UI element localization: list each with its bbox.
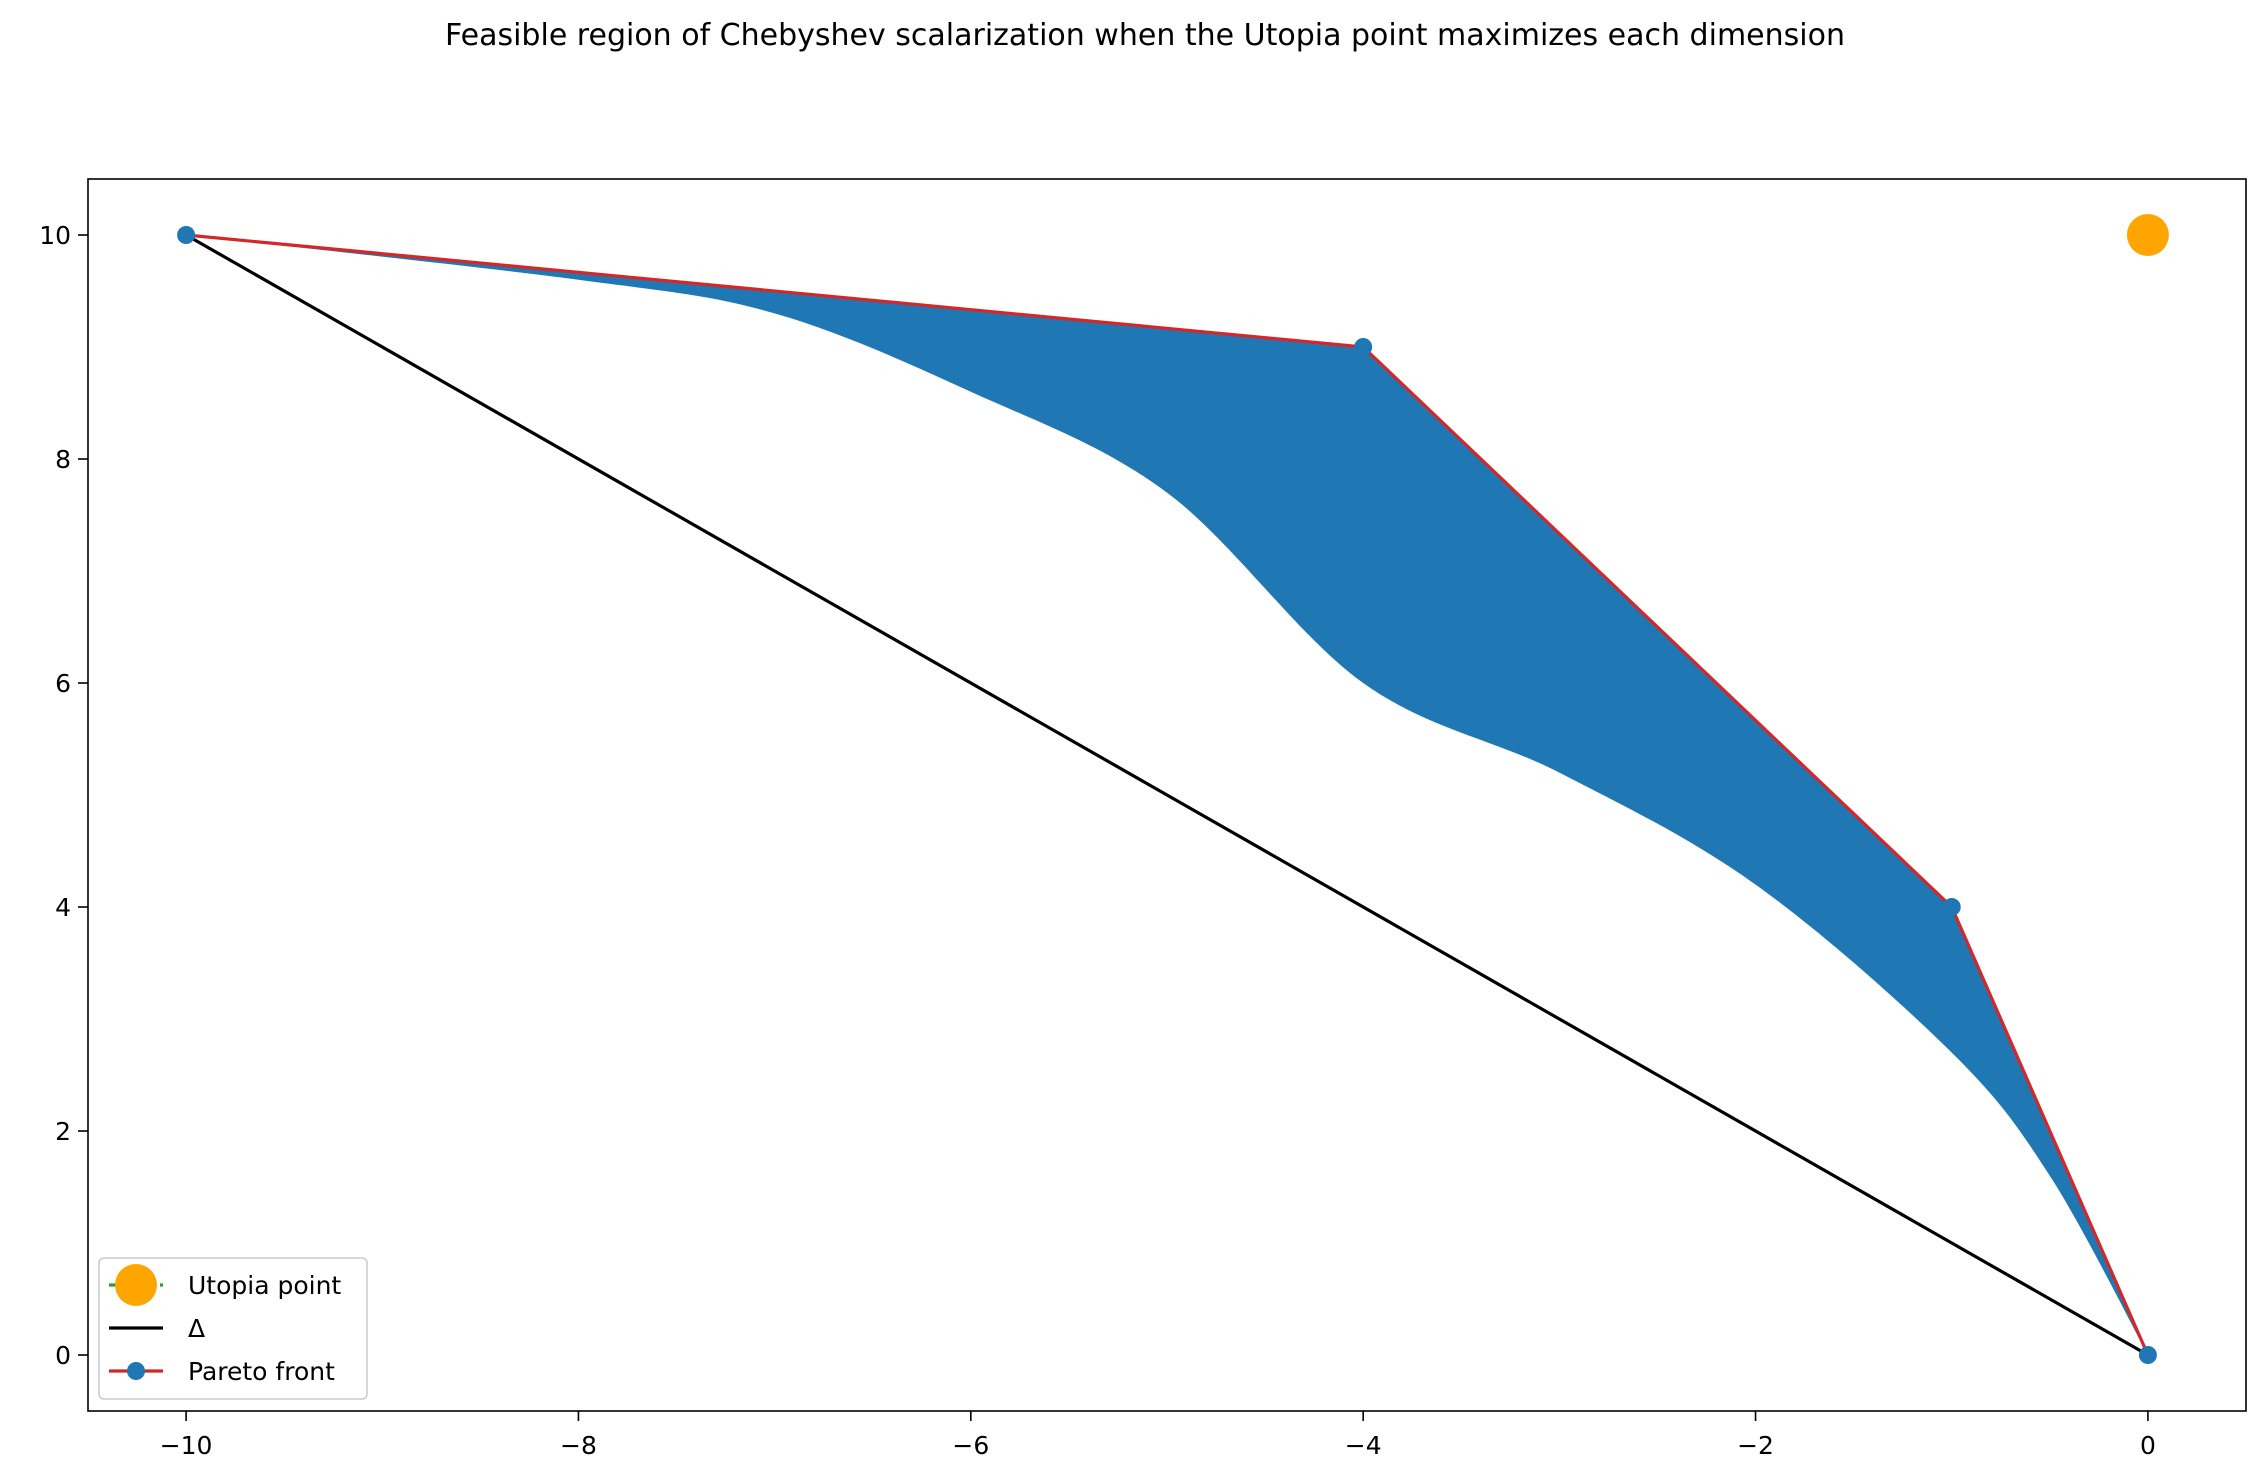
x-tick-label: −2 [1737,1431,1774,1460]
y-tick-label: 8 [55,445,71,474]
y-tick-label: 6 [55,669,71,698]
series-line-1 [185,233,2149,1357]
pareto-point [2138,1346,2157,1364]
legend: Utopia point Δ Pareto front [98,1257,368,1400]
y-tick-label: 0 [55,1341,71,1370]
y-tick-label: 2 [55,1117,71,1146]
axes: −10 −8 −6 −4 −2 0 0 2 4 6 8 10 [39,178,2247,1460]
feasible-region [186,235,2148,1355]
legend-box [98,1257,368,1400]
legend-label: Pareto front [188,1357,335,1386]
utopia-point-marker [2126,214,2169,256]
y-tick-label: 10 [39,221,71,250]
legend-label: Utopia point [188,1271,341,1300]
axes-frame [87,178,2247,1412]
x-tick-label: 0 [2140,1431,2156,1460]
x-tick-label: −10 [160,1431,213,1460]
legend-handle-marker [127,1362,145,1380]
y-tick-label: 4 [55,893,71,922]
pareto-point [1942,898,1961,916]
series-line-2 [185,233,2150,1356]
chart-title: Feasible region of Chebyshev scalarizati… [445,18,1845,53]
pareto-point [1354,338,1373,356]
pareto-point [177,226,196,244]
legend-label: Δ [188,1314,205,1343]
x-tick-label: −4 [1345,1431,1382,1460]
plot-area [177,214,2169,1364]
x-tick-label: −8 [560,1431,597,1460]
legend-handle-marker [115,1264,157,1306]
x-tick-label: −6 [952,1431,989,1460]
